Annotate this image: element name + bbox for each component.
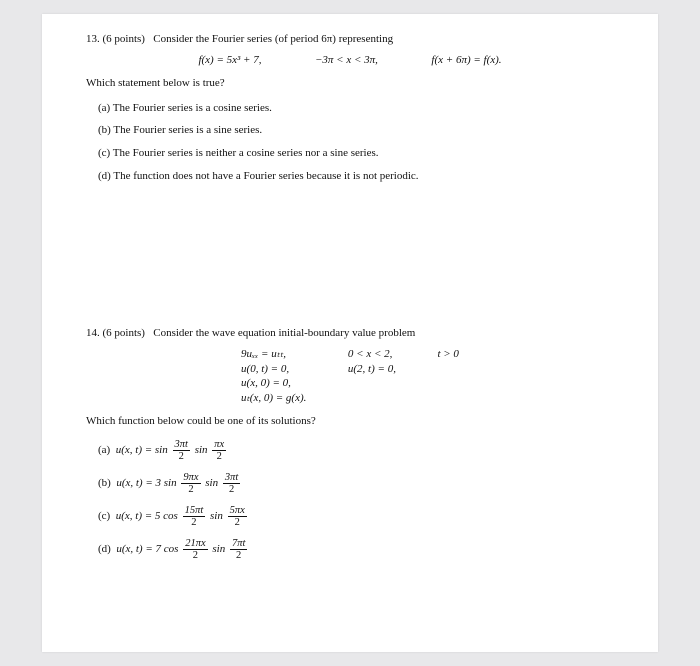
denominator: 2 <box>173 450 190 462</box>
numerator: 7πt <box>230 538 247 549</box>
numerator: πx <box>212 439 226 450</box>
q14-eq-right: 0 < x < 2, u(2, t) = 0, <box>348 347 396 377</box>
q14-lead: Consider the wave equation initial-bound… <box>153 327 415 339</box>
fraction: 15πt2 <box>183 505 206 528</box>
q13-option-b: (b) The Fourier series is a sine series. <box>98 123 614 138</box>
fraction: 7πt2 <box>230 538 247 561</box>
q14-c-pre: u(x, t) = 5 cos <box>116 510 178 522</box>
q14-options: (a) u(x, t) = sin 3πt2 sin πx2 (b) u(x, … <box>98 439 614 561</box>
q14-option-c: (c) u(x, t) = 5 cos 15πt2 sin 5πx2 <box>98 505 614 528</box>
q14-d-pre: u(x, t) = 7 cos <box>116 543 178 555</box>
q14-b-mid: sin <box>205 477 218 489</box>
q13-option-a: (a) The Fourier series is a cosine serie… <box>98 101 614 116</box>
numerator: 15πt <box>183 505 206 516</box>
q14-eq-r1: 0 < x < 2, <box>348 347 396 362</box>
q13-option-d: (d) The function does not have a Fourier… <box>98 169 614 184</box>
denominator: 2 <box>223 483 240 495</box>
q14-points: (6 points) <box>103 327 145 339</box>
q14-a-mid: sin <box>195 444 208 456</box>
fraction: 3πt2 <box>173 439 190 462</box>
q14-eq-t1: t > 0 <box>437 347 458 362</box>
denominator: 2 <box>181 483 200 495</box>
q13-domain: −3π < x < 3π, <box>315 54 378 66</box>
q14-a-pre: u(x, t) = sin <box>116 444 168 456</box>
q14-eq-r2: u(2, t) = 0, <box>348 362 396 377</box>
q14-eq-time: t > 0 <box>437 347 458 362</box>
numerator: 3πt <box>223 472 240 483</box>
q14-option-b: (b) u(x, t) = 3 sin 9πx2 sin 3πt2 <box>98 472 614 495</box>
denominator: 2 <box>183 516 206 528</box>
numerator: 21πx <box>183 538 207 549</box>
fraction: 5πx2 <box>228 505 247 528</box>
q13-equation: f(x) = 5x³ + 7, −3π < x < 3π, f(x + 6π) … <box>86 53 614 68</box>
q14-a-label: (a) <box>98 444 110 456</box>
fraction: 9πx2 <box>181 472 200 495</box>
numerator: 3πt <box>173 439 190 450</box>
problem-13: 13. (6 points) Consider the Fourier seri… <box>86 32 614 184</box>
q14-prompt: 14. (6 points) Consider the wave equatio… <box>86 326 614 341</box>
q14-c-label: (c) <box>98 510 110 522</box>
denominator: 2 <box>183 549 207 561</box>
q14-b-label: (b) <box>98 477 111 489</box>
denominator: 2 <box>230 549 247 561</box>
q14-eq-l2: u(0, t) = 0, <box>241 362 306 377</box>
q13-period: f(x + 6π) = f(x). <box>431 54 501 66</box>
q14-eq-left: 9uₓₓ = uₜₜ, u(0, t) = 0, u(x, 0) = 0, uₜ… <box>241 347 306 406</box>
q13-lead: Consider the Fourier series (of period 6… <box>153 33 393 45</box>
q14-b-pre: u(x, t) = 3 sin <box>116 477 176 489</box>
q14-c-mid: sin <box>210 510 223 522</box>
q14-eq-l4: uₜ(x, 0) = g(x). <box>241 391 306 406</box>
q14-option-d: (d) u(x, t) = 7 cos 21πx2 sin 7πt2 <box>98 538 614 561</box>
q14-equations: 9uₓₓ = uₜₜ, u(0, t) = 0, u(x, 0) = 0, uₜ… <box>86 347 614 406</box>
fraction: 21πx2 <box>183 538 207 561</box>
q13-fdef: f(x) = 5x³ + 7, <box>198 54 261 66</box>
denominator: 2 <box>212 450 226 462</box>
q14-d-mid: sin <box>212 543 225 555</box>
fraction: 3πt2 <box>223 472 240 495</box>
page: 13. (6 points) Consider the Fourier seri… <box>42 14 658 652</box>
denominator: 2 <box>228 516 247 528</box>
q14-option-a: (a) u(x, t) = sin 3πt2 sin πx2 <box>98 439 614 462</box>
q14-eq-l3: u(x, 0) = 0, <box>241 376 306 391</box>
spacer <box>86 210 614 326</box>
q14-subq: Which function below could be one of its… <box>86 414 614 429</box>
q13-points: (6 points) <box>103 33 145 45</box>
q13-option-c: (c) The Fourier series is neither a cosi… <box>98 146 614 161</box>
q14-number: 14. <box>86 327 100 339</box>
q13-prompt: 13. (6 points) Consider the Fourier seri… <box>86 32 614 47</box>
q13-number: 13. <box>86 33 100 45</box>
numerator: 9πx <box>181 472 200 483</box>
q14-eq-l1: 9uₓₓ = uₜₜ, <box>241 347 306 362</box>
fraction: πx2 <box>212 439 226 462</box>
q13-subq: Which statement below is true? <box>86 76 614 91</box>
q14-d-label: (d) <box>98 543 111 555</box>
q13-options: (a) The Fourier series is a cosine serie… <box>98 101 614 184</box>
numerator: 5πx <box>228 505 247 516</box>
problem-14: 14. (6 points) Consider the wave equatio… <box>86 326 614 561</box>
